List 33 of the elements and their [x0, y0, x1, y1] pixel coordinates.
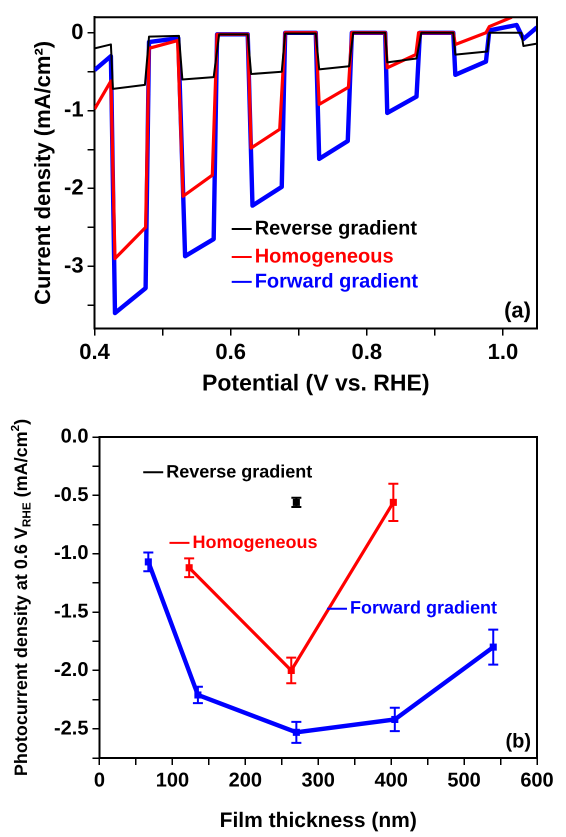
x-tick-label: 600	[520, 770, 554, 792]
x-axis-title: Potential (V vs. RHE)	[202, 369, 430, 396]
y-tick-label: -2	[64, 174, 84, 200]
x-tick-label: 200	[228, 770, 262, 792]
legend-label: Forward gradient	[350, 598, 498, 618]
y-tick-label: 0	[71, 18, 84, 44]
x-tick-label: 500	[447, 770, 481, 792]
x-tick-label: 0.8	[352, 338, 382, 364]
y-tick-label: -1.0	[54, 542, 88, 564]
x-tick-label: 300	[302, 770, 335, 792]
legend-label: Homogeneous	[254, 245, 394, 268]
legend-label: Forward gradient	[254, 270, 418, 292]
x-tick-label: 400	[374, 770, 408, 792]
x-tick-label: 1.0	[488, 338, 518, 364]
y-axis-title: Photocurrent density at 0.6 VRHE (mA/cm2)	[8, 418, 34, 776]
legend-label: Homogeneous	[192, 532, 318, 552]
x-axis-title: Film thickness (nm)	[220, 808, 417, 832]
y-tick-label: -0.5	[54, 484, 88, 506]
legend-label: Reverse gradient	[254, 217, 418, 240]
x-tick-label: 0.4	[79, 338, 111, 364]
x-tick-label: 0.6	[215, 338, 246, 364]
legend-label: Reverse gradient	[166, 461, 312, 482]
y-tick-label: 0.0	[60, 426, 88, 448]
y-tick-label: -3	[64, 252, 84, 278]
y-tick-label: -2.0	[54, 658, 88, 681]
y-tick-label: -1.5	[54, 600, 88, 623]
annotation: (b)	[505, 730, 531, 753]
y-tick-label: -1	[64, 96, 84, 122]
annotation: (a)	[504, 298, 531, 323]
x-tick-label: 0	[94, 770, 106, 792]
y-tick-label: -2.5	[54, 717, 88, 740]
y-axis-title: Current density (mA/cm²)	[30, 40, 56, 305]
x-tick-label: 100	[156, 770, 190, 792]
